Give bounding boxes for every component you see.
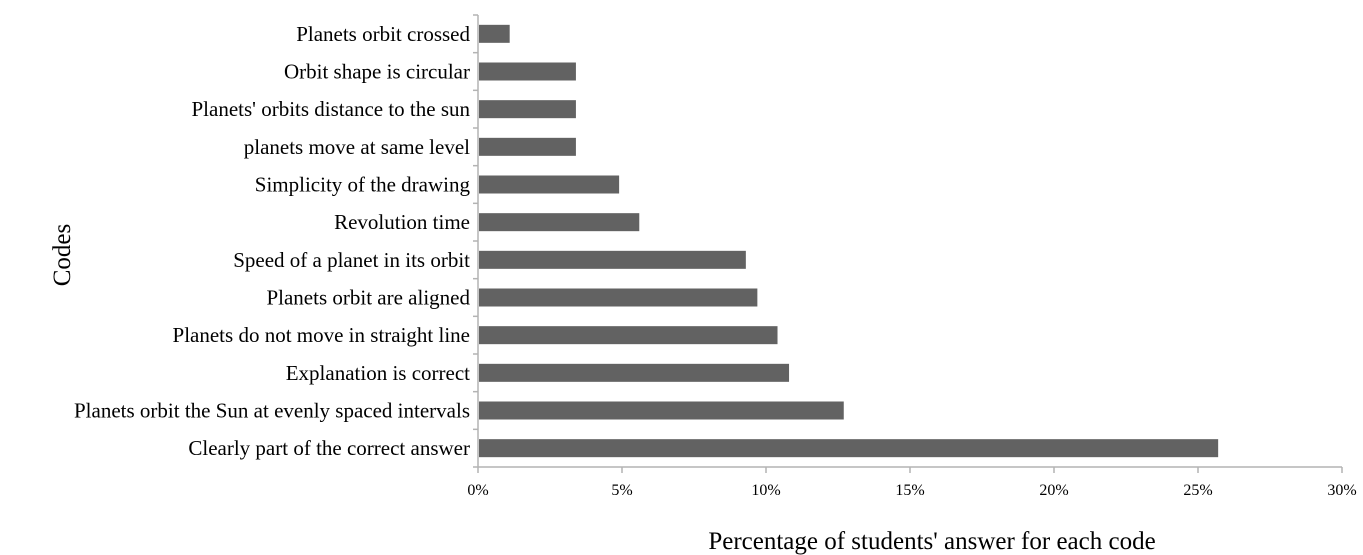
category-label: Speed of a planet in its orbit — [233, 248, 470, 272]
tick-labels: 0% 5% 10% 15% 20% 25% 30% — [467, 482, 1356, 499]
category-label: planets move at same level — [244, 135, 470, 159]
category-label: Planets orbit crossed — [296, 22, 470, 46]
category-label: Explanation is correct — [286, 361, 470, 385]
category-labels: Planets orbit crossed Orbit shape is circ… — [74, 22, 470, 460]
category-label: Orbit shape is circular — [284, 60, 470, 84]
category-label: Simplicity of the drawing — [255, 173, 471, 197]
bars-layer — [479, 24, 1219, 458]
category-label: Clearly part of the correct answer — [188, 436, 470, 460]
bar — [479, 363, 790, 382]
bar — [479, 175, 620, 194]
category-label: Planets orbit are aligned — [266, 286, 470, 310]
bar — [479, 326, 778, 345]
axes — [473, 14, 1343, 473]
bar — [479, 24, 510, 43]
category-label: Planets' orbits distance to the sun — [192, 97, 471, 121]
bar — [479, 213, 640, 232]
bar — [479, 288, 758, 307]
x-tick-label: 30% — [1327, 482, 1356, 499]
bar — [479, 250, 746, 269]
x-tick-label: 25% — [1183, 482, 1212, 499]
x-tick-label: 15% — [895, 482, 924, 499]
category-label: Planets do not move in straight line — [173, 323, 470, 347]
x-tick-label: 10% — [751, 482, 780, 499]
bar — [479, 137, 576, 156]
bar — [479, 62, 576, 81]
x-axis-title: Percentage of students' answer for each … — [708, 528, 1155, 555]
category-label: Planets orbit the Sun at evenly spaced i… — [74, 399, 470, 423]
x-tick-label: 20% — [1039, 482, 1068, 499]
x-tick-label: 5% — [611, 482, 632, 499]
category-label: Revolution time — [334, 210, 470, 234]
bar — [479, 439, 1219, 458]
bar — [479, 401, 844, 420]
y-axis-title: Codes — [49, 224, 76, 287]
x-tick-label: 0% — [467, 482, 488, 499]
bar — [479, 100, 576, 119]
